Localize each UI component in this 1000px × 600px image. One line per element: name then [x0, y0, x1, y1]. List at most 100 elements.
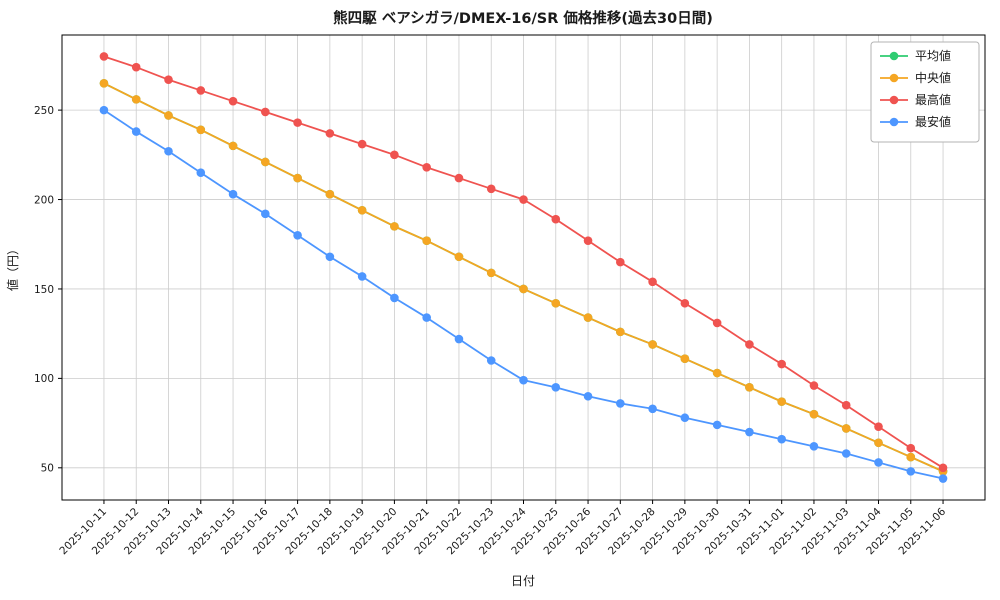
series-marker — [99, 78, 109, 88]
series-最安値 — [99, 105, 948, 483]
series-marker — [164, 75, 173, 85]
series-marker — [648, 277, 657, 287]
series-marker — [293, 173, 302, 183]
y-axis-label: 値（円） — [5, 243, 20, 291]
series-marker — [841, 424, 851, 433]
series-marker — [131, 62, 141, 72]
legend-label: 平均値 — [915, 48, 951, 63]
series-marker — [712, 368, 722, 378]
series-marker — [745, 383, 754, 392]
series-marker — [293, 118, 302, 127]
series-marker — [519, 195, 528, 204]
series-marker — [551, 214, 561, 224]
legend-item: 平均値 — [880, 48, 951, 63]
legend-label: 最高値 — [915, 92, 951, 107]
series-marker — [454, 173, 464, 183]
series-marker — [777, 434, 786, 444]
series-marker — [616, 257, 625, 267]
series-marker — [454, 334, 464, 344]
series-marker — [809, 381, 819, 390]
series-marker — [874, 458, 883, 467]
series-marker — [874, 438, 883, 448]
x-axis-label: 日付 — [511, 574, 535, 588]
series-marker — [422, 313, 431, 322]
legend-marker — [889, 51, 899, 61]
series-marker — [841, 449, 851, 458]
series-marker — [745, 427, 754, 437]
series-marker — [325, 252, 335, 262]
legend-marker — [889, 73, 899, 83]
series-marker — [357, 205, 367, 215]
series-marker — [906, 443, 916, 453]
series-marker — [519, 375, 528, 385]
legend-marker — [889, 95, 899, 105]
series-marker — [777, 359, 786, 369]
series-marker — [551, 298, 561, 308]
series-marker — [551, 383, 561, 392]
series-marker — [519, 284, 528, 294]
series-marker — [261, 107, 270, 117]
series-marker — [99, 105, 109, 115]
series-marker — [196, 86, 206, 95]
y-tick-label: 100 — [34, 373, 54, 385]
series-marker — [164, 111, 173, 120]
series-marker — [938, 463, 948, 473]
series-marker — [390, 222, 399, 231]
series-marker — [648, 340, 657, 349]
series-marker — [422, 163, 431, 172]
series-marker — [712, 318, 722, 328]
series-marker — [938, 474, 948, 483]
legend-item: 最安値 — [880, 114, 951, 129]
series-marker — [583, 391, 593, 401]
series-marker — [680, 413, 690, 423]
series-marker — [196, 125, 206, 135]
series-marker — [196, 168, 206, 178]
series-marker — [486, 268, 496, 278]
series-marker — [390, 293, 399, 303]
series-marker — [454, 252, 464, 262]
series-marker — [906, 452, 916, 462]
series-marker — [583, 236, 593, 245]
series-marker — [583, 313, 593, 322]
series-marker — [809, 442, 819, 451]
series-marker — [357, 272, 367, 281]
series-marker — [228, 189, 238, 199]
series-marker — [906, 467, 916, 476]
y-tick-label: 250 — [34, 105, 54, 117]
legend-label: 中央値 — [915, 70, 951, 85]
series-marker — [648, 404, 657, 414]
series-marker — [390, 150, 399, 160]
series-marker — [357, 139, 367, 149]
series-marker — [293, 231, 302, 240]
series-marker — [99, 52, 109, 61]
series-marker — [261, 209, 270, 219]
series-marker — [325, 189, 335, 199]
y-tick-label: 200 — [34, 194, 54, 206]
series-marker — [745, 340, 754, 349]
series-marker — [228, 96, 238, 106]
legend-item: 最高値 — [880, 92, 951, 107]
series-marker — [325, 129, 335, 138]
chart-title: 熊四駆 ベアシガラ/DMEX-16/SR 価格推移(過去30日間) — [333, 9, 713, 27]
series-marker — [616, 399, 625, 408]
series-marker — [422, 236, 431, 245]
series-marker — [809, 409, 819, 419]
series-marker — [841, 400, 851, 410]
series-marker — [261, 157, 270, 167]
series-marker — [680, 298, 690, 308]
series-layer — [99, 52, 948, 483]
series-marker — [486, 356, 496, 365]
series-最高値 — [99, 52, 948, 473]
series-marker — [712, 420, 722, 430]
series-marker — [680, 354, 690, 364]
series-marker — [228, 141, 238, 151]
series-marker — [874, 422, 883, 431]
y-tick-label: 150 — [34, 284, 54, 296]
series-marker — [131, 95, 141, 104]
legend-item: 中央値 — [880, 70, 951, 85]
legend-box — [870, 41, 980, 143]
y-tick-label: 50 — [41, 463, 54, 475]
